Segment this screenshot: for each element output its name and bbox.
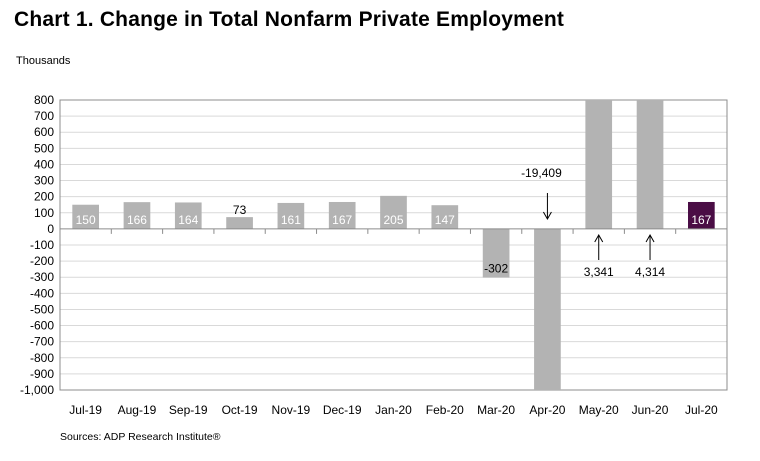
y-tick-label: -900 [30,367,54,381]
bar-jul-20 [688,201,715,229]
data-label: 147 [435,213,455,227]
bar-oct-19 [226,217,253,229]
x-category-label: Dec-19 [323,403,362,417]
y-tick-label: 200 [34,190,54,204]
x-category-label: Jul-20 [685,403,718,417]
x-category-label: Mar-20 [477,403,515,417]
x-category-label: Jan-20 [375,403,412,417]
annotation-label: 4,314 [635,265,665,279]
units-label: Thousands [16,55,71,67]
data-label: 73 [233,203,247,217]
plot-area: 800 700 600 500 400 300 200 100 0 -100 -200 -300 -40… [20,93,728,417]
y-tick-label: -200 [30,254,54,268]
bar-mar-20 [482,228,510,278]
y-tick-label: -700 [30,335,54,349]
source-note: Sources: ADP Research Institute® [60,431,221,443]
x-category-label: Apr-20 [529,403,565,417]
x-category-label: Nov-19 [272,403,311,417]
x-category-label: Oct-19 [222,403,258,417]
y-tick-label: -400 [30,286,54,300]
data-label: 205 [383,213,403,227]
bar-aug-19 [123,202,151,229]
annotation-label: -19,409 [521,166,562,180]
y-tick-label: -800 [30,351,54,365]
y-tick-label: 500 [34,141,54,155]
y-tick-label: -600 [30,319,54,333]
annotation-label: 3,341 [584,265,614,279]
bar-dec-19 [328,201,356,229]
y-tick-label: 400 [34,157,54,171]
annotation-arrowhead [594,233,604,243]
data-label: -302 [484,262,508,276]
plot-border [59,99,728,391]
bar-may-20 [585,100,613,229]
y-tick-label: 0 [47,222,54,236]
data-label: 167 [332,213,352,227]
bar-nov-19 [277,202,305,229]
annotation-arrowhead [645,233,655,243]
y-tick-label: -1,000 [20,383,54,397]
chart-title: Chart 1. Change in Total Nonfarm Private… [14,8,565,31]
data-label: 150 [76,213,96,227]
data-label: 161 [281,213,301,227]
bar-jun-20 [636,100,664,229]
x-category-label: Sep-19 [169,403,208,417]
bar-feb-20 [431,205,459,229]
y-tick-label: -500 [30,302,54,316]
x-category-label: Jul-19 [69,403,102,417]
bar-jan-20 [380,195,407,229]
data-label: 164 [178,213,198,227]
y-tick-label: 800 [34,93,54,107]
y-tick-label: 300 [34,174,54,188]
y-tick-label: 600 [34,125,54,139]
y-tick-label: 700 [34,109,54,123]
y-tick-label: -300 [30,270,54,284]
bar-jul-19 [72,204,99,229]
data-label: 167 [691,213,711,227]
bar-sep-19 [174,202,202,229]
x-category-label: Feb-20 [426,403,464,417]
x-category-label: Aug-19 [118,403,157,417]
y-tick-label: -100 [30,238,54,252]
x-category-label: May-20 [579,403,619,417]
y-tick-label: 100 [34,206,54,220]
bar-apr-20 [534,228,561,390]
annotation-arrowhead [542,211,552,221]
x-category-label: Jun-20 [632,403,669,417]
data-label: 166 [127,213,147,227]
